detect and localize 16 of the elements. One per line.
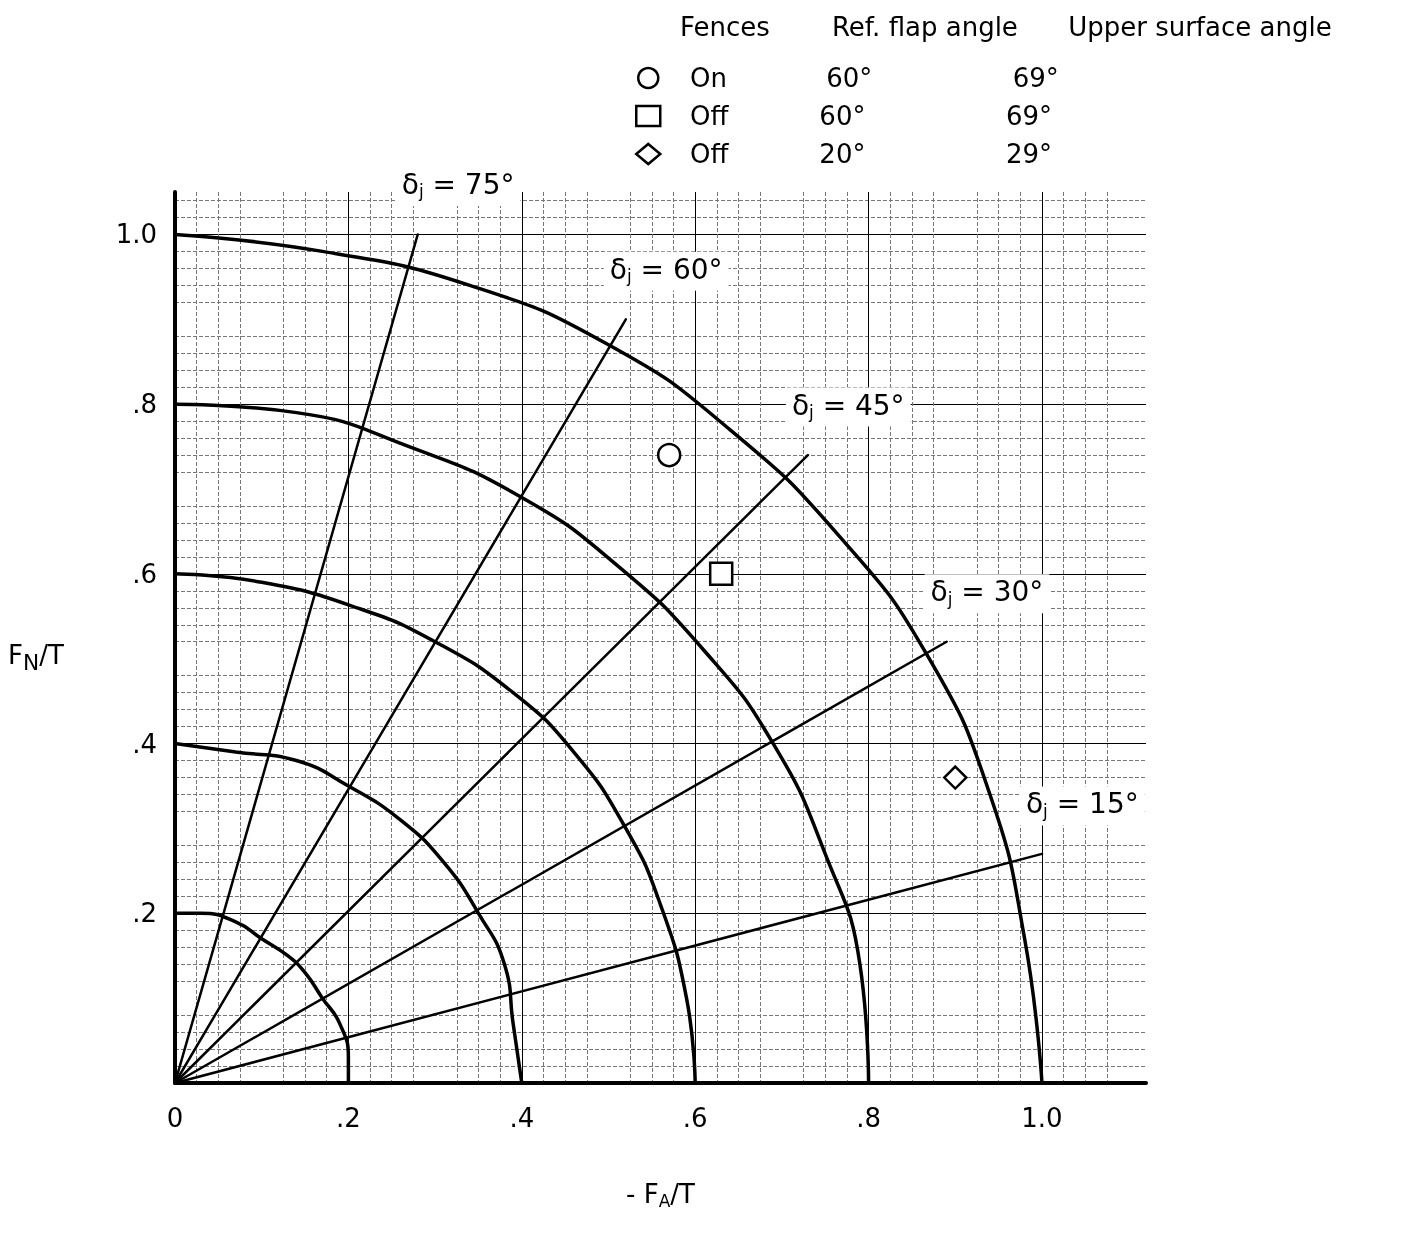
text: Fences Ref. flap angle Upper surface angle <box>679 12 1332 42</box>
y-tick-label: .8 <box>132 389 157 420</box>
legend-label: On 60° 69° <box>665 63 1059 93</box>
y-tick-label: .2 <box>132 898 157 929</box>
x-tick-label: 0 <box>166 1103 184 1133</box>
x-tick-label: .8 <box>856 1103 881 1133</box>
y-tick-label: .6 <box>132 558 157 589</box>
y-tick-label: .4 <box>132 728 157 759</box>
x-tick-label: .2 <box>335 1103 361 1133</box>
x-tick-label: .6 <box>682 1103 708 1133</box>
y-axis-title: F$_{N}$/T <box>8 640 64 676</box>
legend-label: Off 60° 69° <box>665 101 1052 131</box>
y-tick-label: 1.0 <box>115 219 157 250</box>
legend-label: Off 20° 29° <box>665 139 1052 169</box>
x-tick-label: .4 <box>509 1103 535 1133</box>
x-tick-label: 1.0 <box>1021 1103 1063 1133</box>
